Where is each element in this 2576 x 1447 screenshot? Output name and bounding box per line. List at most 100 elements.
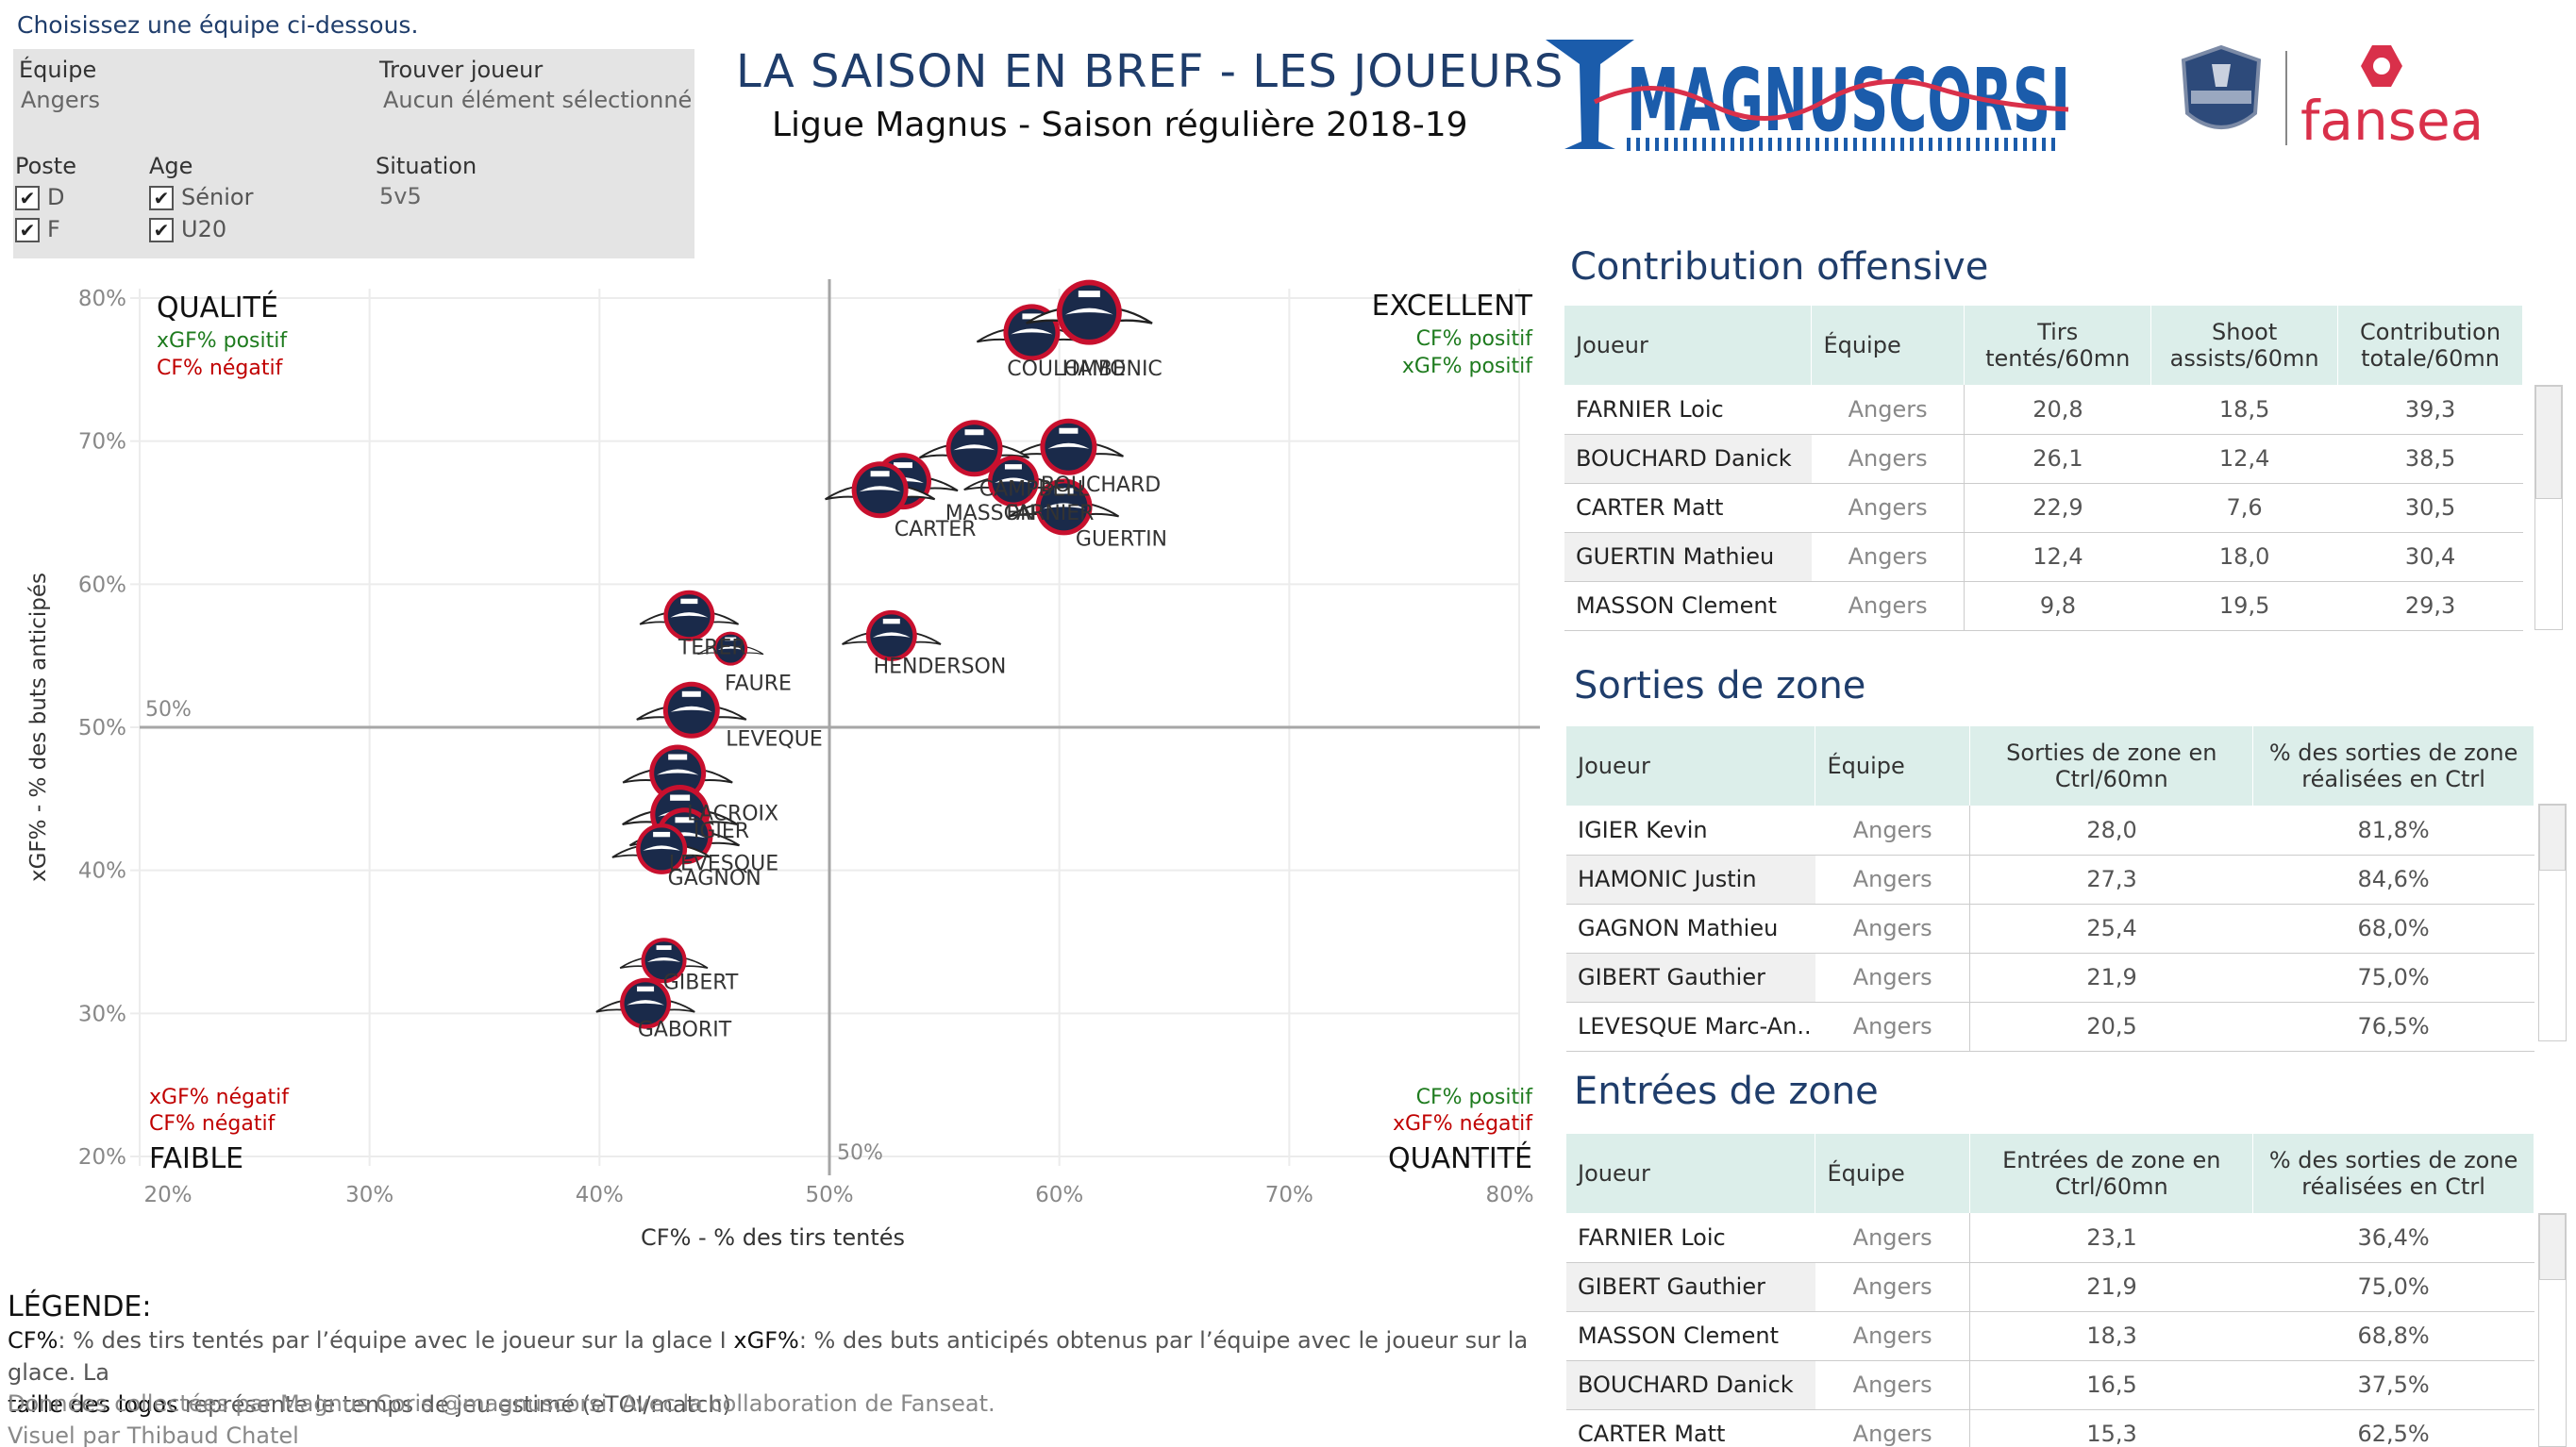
scrollbar-thumb[interactable] [2535, 386, 2562, 499]
situation-filter-value[interactable]: 5v5 [379, 183, 422, 209]
legend-text: CF%: % des tirs tentés par l’équipe avec… [8, 1327, 1529, 1418]
table-row[interactable]: GAGNON Mathieu Angers 25,4 68,0% [1566, 904, 2534, 954]
team-logo-point[interactable] [636, 681, 747, 739]
team-logo-point[interactable] [697, 631, 764, 666]
value-cell: 37,5% [2252, 1360, 2534, 1410]
contribution-scrollbar[interactable] [2534, 385, 2563, 630]
x-axis-title: CF% - % des tirs tentés [641, 1224, 905, 1251]
x-tick-label: 40% [576, 1183, 624, 1207]
point-label: COULOMBE [1007, 358, 1126, 381]
player-search-input[interactable]: Aucun élément sélectionné [383, 87, 693, 113]
age-option-senior[interactable]: ✔ Sénior [149, 181, 253, 213]
age-checkbox-list: ✔ Sénior ✔ U20 [149, 181, 253, 245]
team-logo-point[interactable] [611, 823, 711, 874]
x-tick-label: 30% [345, 1183, 393, 1207]
quadrant-quantity-line1: CF% positif [1416, 1086, 1534, 1109]
team-logo-point[interactable] [918, 420, 1030, 477]
table-row[interactable]: HAMONIC Justin Angers 27,3 84,6% [1566, 855, 2534, 905]
entries-scrollbar[interactable] [2538, 1213, 2567, 1447]
x-tick-label: 20% [143, 1183, 192, 1207]
team-logo-point[interactable] [825, 461, 936, 519]
table-row[interactable]: FARNIER Loic Angers 20,8 18,5 39,3 [1564, 385, 2523, 435]
point-label: CARTER [895, 518, 977, 541]
page-title: LA SAISON EN BREF - LES JOUEURS [736, 45, 1564, 98]
table-row[interactable]: CARTER Matt Angers 22,9 7,6 30,5 [1564, 483, 2523, 533]
exits-scrollbar[interactable] [2538, 804, 2567, 1041]
table-row[interactable]: CARTER Matt Angers 15,3 62,5% [1566, 1409, 2534, 1447]
table-row[interactable]: GIBERT Gauthier Angers 21,9 75,0% [1566, 1262, 2534, 1312]
value-cell: 62,5% [2252, 1409, 2534, 1447]
point-label: BOUCHARD [1041, 474, 1161, 497]
quadrant-weak-line1: xGF% négatif [149, 1086, 290, 1109]
y-tick-label: 20% [78, 1145, 126, 1170]
table-row[interactable]: MASSON Clement Angers 18,3 68,8% [1566, 1311, 2534, 1361]
table-row[interactable]: GUERTIN Mathieu Angers 12,4 18,0 30,4 [1564, 532, 2523, 582]
value-cell: 19,5 [2150, 581, 2338, 631]
point-label: TERER [677, 637, 746, 660]
y-tick-label: 50% [78, 716, 126, 740]
player-name-cell: CARTER Matt [1564, 483, 1812, 533]
team-logo-point[interactable] [622, 744, 733, 802]
checkbox-icon[interactable]: ✔ [15, 218, 40, 242]
league-shield-logo [2174, 43, 2268, 147]
team-cell: Angers [1815, 1311, 1970, 1361]
team-cell: Angers [1811, 581, 1965, 631]
table-row[interactable]: BOUCHARD Danick Angers 16,5 37,5% [1566, 1360, 2534, 1410]
team-logo-point[interactable] [963, 456, 1063, 507]
table-row[interactable]: IGIER Kevin Angers 28,0 81,8% [1566, 806, 2534, 856]
fanseat-logo: fanseat [2295, 38, 2505, 153]
player-name-cell: FARNIER Loic [1566, 1213, 1815, 1263]
col-header-player: Joueur [1566, 1134, 1816, 1213]
table-row[interactable]: FARNIER Loic Angers 23,1 36,4% [1566, 1213, 2534, 1263]
value-cell: 36,4% [2252, 1213, 2534, 1263]
checkbox-icon[interactable]: ✔ [149, 218, 174, 242]
quadrant-quality-title: QUALITÉ [157, 291, 278, 324]
team-logo-point[interactable] [1012, 418, 1124, 475]
y-tick-label: 60% [78, 573, 126, 597]
point-label: GAGNON [668, 867, 761, 890]
position-option-f[interactable]: ✔ F [15, 213, 64, 245]
age-option-u20[interactable]: ✔ U20 [149, 213, 253, 245]
x-tick-label: 70% [1265, 1183, 1313, 1207]
team-logo-point[interactable] [639, 590, 740, 641]
point-label: GUERTIN [1076, 527, 1167, 551]
team-logo-point[interactable] [1008, 478, 1120, 536]
exits-table: Joueur Équipe Sorties de zone en Ctrl/60… [1566, 726, 2534, 1052]
value-cell: 20,8 [1964, 385, 2151, 435]
team-logo-point[interactable] [842, 609, 942, 661]
table-row[interactable]: BOUCHARD Danick Angers 26,1 12,4 38,5 [1564, 434, 2523, 484]
team-cell: Angers [1811, 483, 1965, 533]
team-cell: Angers [1815, 1002, 1970, 1052]
contribution-table: Joueur Équipe Tirs tentés/60mn Shoot ass… [1564, 306, 2523, 631]
checkbox-icon[interactable]: ✔ [149, 186, 174, 210]
position-option-d[interactable]: ✔ D [15, 181, 64, 213]
x-tick-label: 80% [1485, 1183, 1533, 1207]
value-cell: 68,0% [2252, 904, 2534, 954]
col-header-exits: Sorties de zone en Ctrl/60mn [1969, 726, 2254, 806]
filter-panel-top [13, 49, 694, 147]
table-row[interactable]: GIBERT Gauthier Angers 21,9 75,0% [1566, 953, 2534, 1003]
team-filter-value[interactable]: Angers [21, 87, 100, 113]
team-cell: Angers [1815, 1360, 1970, 1410]
value-cell: 84,6% [2252, 855, 2534, 905]
scrollbar-thumb[interactable] [2539, 805, 2566, 871]
quadrant-weak-line2: CF% négatif [149, 1112, 276, 1136]
table-row[interactable]: MASSON Clement Angers 9,8 19,5 29,3 [1564, 581, 2523, 631]
table-row[interactable]: LEVESQUE Marc-An.. Angers 20,5 76,5% [1566, 1002, 2534, 1052]
value-cell: 38,5 [2337, 434, 2523, 484]
scatter-points [595, 279, 1153, 1029]
scatter-chart[interactable]: 50% 50% 20% 30% 40% 50% 60% 70% 80% 80% 70% 60% 50%… [0, 279, 1557, 1270]
value-cell: 18,5 [2150, 385, 2338, 435]
point-label: HAMONIC [1062, 358, 1163, 381]
team-logo-point[interactable] [619, 938, 709, 984]
checkbox-icon[interactable]: ✔ [15, 186, 40, 210]
team-logo-point[interactable] [595, 977, 695, 1029]
value-cell: 30,5 [2337, 483, 2523, 533]
fanseat-text: fanseat [2300, 89, 2484, 151]
scrollbar-thumb[interactable] [2539, 1214, 2566, 1280]
team-logo-point[interactable] [1026, 279, 1153, 345]
team-cell: Angers [1811, 532, 1965, 582]
col-header-player: Joueur [1564, 306, 1813, 385]
exits-title: Sorties de zone [1574, 664, 1866, 707]
ref-x-label: 50% [837, 1141, 883, 1165]
